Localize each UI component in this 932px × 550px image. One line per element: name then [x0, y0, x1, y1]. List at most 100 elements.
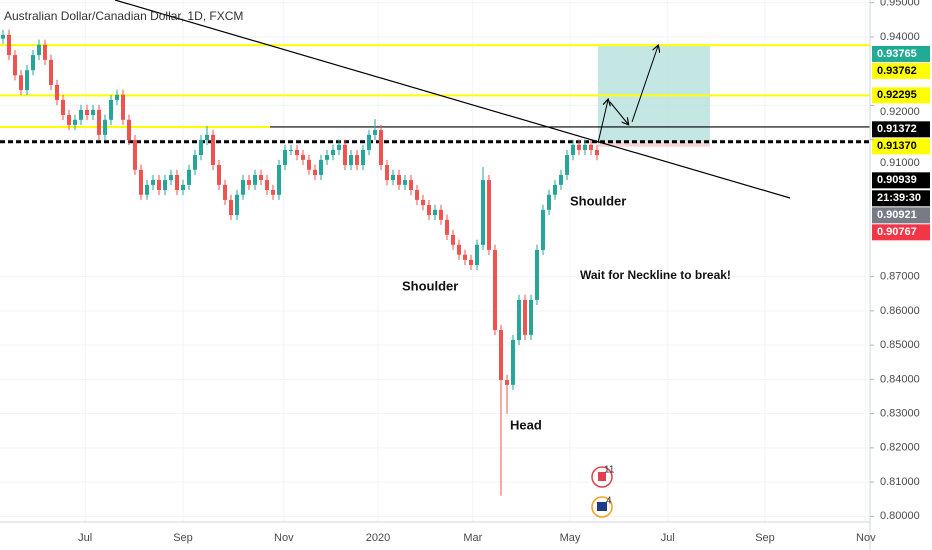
zones	[598, 44, 710, 147]
price-label-box	[872, 45, 930, 62]
candle-body	[67, 115, 71, 125]
price-label: 0.93765	[877, 48, 917, 60]
y-tick-label: 0.86000	[880, 305, 920, 317]
arrow	[609, 101, 628, 124]
candle-body	[439, 209, 443, 220]
price-label: 0.90921	[877, 209, 917, 221]
candle-body	[91, 109, 95, 116]
y-tick-label: 0.82000	[880, 442, 920, 454]
candle-body	[595, 149, 599, 156]
candle-body	[307, 159, 311, 170]
annotation: Shoulder	[402, 278, 458, 293]
candle-body	[115, 94, 119, 100]
candle-body	[265, 180, 269, 191]
trend-line	[114, 0, 791, 199]
y-tick-label: 0.81000	[880, 476, 920, 488]
x-tick-label: Mar	[463, 532, 482, 544]
candle-body	[475, 244, 479, 265]
candle-body	[181, 184, 185, 191]
candle-body	[235, 194, 239, 215]
flag	[598, 472, 606, 481]
candle-body	[529, 299, 533, 335]
candle-body	[289, 149, 293, 151]
candle-body	[565, 155, 569, 175]
candle-body	[151, 180, 155, 185]
candle-body	[163, 180, 167, 191]
y-tick-label: 0.83000	[880, 408, 920, 420]
price-label-box	[872, 121, 930, 138]
candle-body	[61, 99, 65, 116]
arrow	[597, 100, 608, 144]
candle-body	[313, 169, 317, 175]
candle-body	[409, 180, 413, 191]
price-label: 0.92295	[877, 89, 917, 101]
candle-body	[583, 144, 587, 150]
y-tick-label: 0.85000	[880, 339, 920, 351]
price-label-box	[872, 207, 930, 224]
candle-body	[187, 169, 191, 185]
candle-body	[133, 140, 137, 170]
price-label-box	[872, 172, 930, 189]
candle-body	[577, 144, 581, 150]
candle-body	[85, 109, 89, 116]
price-label: 0.90767	[877, 226, 917, 238]
candle-body	[259, 174, 263, 181]
candle-body	[175, 174, 179, 191]
y-tick-label: 0.92000	[880, 106, 920, 118]
candle-body	[517, 299, 521, 340]
candle-body	[373, 130, 377, 135]
candle-body	[493, 249, 497, 331]
price-label-box	[872, 87, 930, 104]
candle-body	[157, 180, 161, 191]
candle-body	[205, 134, 209, 141]
candle-body	[391, 174, 395, 181]
candle-body	[223, 184, 227, 200]
candle-body	[13, 55, 17, 76]
target-zone	[598, 44, 710, 142]
candle-body	[487, 180, 491, 250]
candle-body	[547, 194, 551, 210]
candle-body	[169, 174, 173, 181]
candle-body	[325, 155, 329, 160]
x-tick-label: Jul	[78, 532, 92, 544]
candle-body	[7, 34, 11, 56]
levels	[0, 44, 870, 144]
candle-body	[541, 209, 545, 250]
candle-body	[511, 339, 515, 385]
candle-body	[55, 84, 59, 100]
candle-body	[481, 180, 485, 245]
candle-body	[571, 144, 575, 156]
price-label: 0.90939	[877, 174, 917, 186]
candle-body	[445, 219, 449, 235]
candle-body	[403, 180, 407, 185]
price-label: 0.91372	[877, 123, 917, 135]
candle-body	[331, 149, 335, 156]
candle-body	[1, 34, 5, 39]
x-tick-label: 2020	[366, 532, 390, 544]
candle-body	[451, 234, 455, 245]
candle-body	[505, 380, 509, 385]
x-tick-label: Nov	[274, 532, 294, 544]
candle-body	[535, 249, 539, 300]
candle-body	[283, 149, 287, 166]
candle-body	[193, 155, 197, 170]
y-tick-label: 0.95000	[880, 0, 920, 9]
candle-body	[349, 155, 353, 166]
candle-body	[343, 144, 347, 166]
candle-body	[367, 134, 371, 150]
candle-body	[589, 144, 593, 150]
candle-body	[247, 180, 251, 185]
candle-body	[43, 44, 47, 60]
candle-body	[211, 134, 215, 166]
candle-body	[109, 99, 113, 120]
candle-body	[241, 180, 245, 195]
price-label-box	[872, 138, 930, 155]
candle-body	[319, 159, 323, 175]
candle-body	[415, 190, 419, 200]
candle-body	[271, 190, 275, 195]
candle-body	[433, 209, 437, 215]
candle-body	[97, 109, 101, 135]
candle-body	[103, 119, 107, 135]
candle-body	[277, 165, 281, 195]
